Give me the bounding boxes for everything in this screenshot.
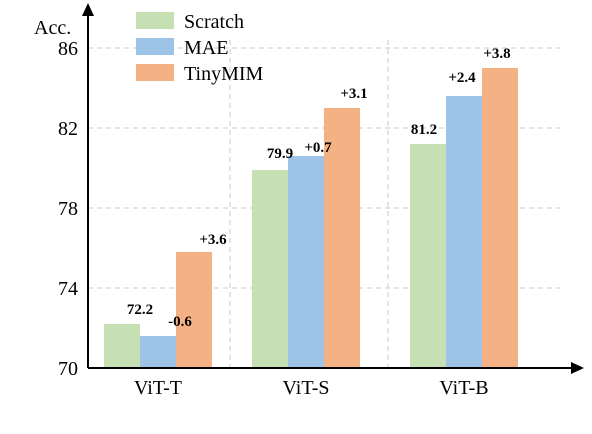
axes [82,3,584,374]
bar-tinymim-vit-s [324,108,360,368]
bar-mae-vit-t [140,336,176,368]
legend-swatch-tinymim [136,64,174,81]
y-tick-labels: 70 74 78 82 86 [58,38,78,380]
data-label: +3.6 [199,232,227,248]
bar-tinymim-vit-b [482,68,518,368]
data-label: +0.7 [304,140,332,156]
x-tick-labels: ViT-T ViT-S ViT-B [134,377,489,399]
y-tick-label: 82 [58,118,78,140]
bar-scratch-vit-s [252,170,288,368]
bar-mae-vit-s [288,156,324,368]
legend-label: Scratch [184,11,244,33]
figure-caption [0,418,592,434]
data-label: +2.4 [448,70,476,86]
data-label: 79.9 [267,146,293,162]
bars [104,68,518,368]
y-tick-label: 78 [58,198,78,220]
bar-scratch-vit-t [104,324,140,368]
y-axis-label: Acc. [34,17,71,39]
x-tick-label: ViT-T [134,377,182,399]
legend-swatch-mae [136,38,174,55]
bar-mae-vit-b [446,96,482,368]
data-label: -0.6 [168,314,192,330]
y-tick-label: 74 [58,278,78,300]
data-label: +3.8 [483,46,510,62]
bar-tinymim-vit-t [176,252,212,368]
x-axis-arrow [571,362,584,374]
y-axis-arrow [82,3,94,16]
x-tick-label: ViT-S [283,377,330,399]
data-labels: 72.2 -0.6 +3.6 79.9 +0.7 +3.1 81.2 +2.4 +3.8 [127,46,511,330]
legend: Scratch MAE TinyMIM [136,11,264,85]
data-label: +3.1 [340,86,367,102]
data-label: 72.2 [127,302,153,318]
legend-label: TinyMIM [184,63,264,85]
bar-scratch-vit-b [410,144,446,368]
legend-label: MAE [184,37,228,59]
y-tick-label: 70 [58,358,78,380]
legend-swatch-scratch [136,12,174,29]
y-tick-label: 86 [58,38,78,60]
data-label: 81.2 [411,122,437,138]
x-tick-label: ViT-B [439,377,488,399]
